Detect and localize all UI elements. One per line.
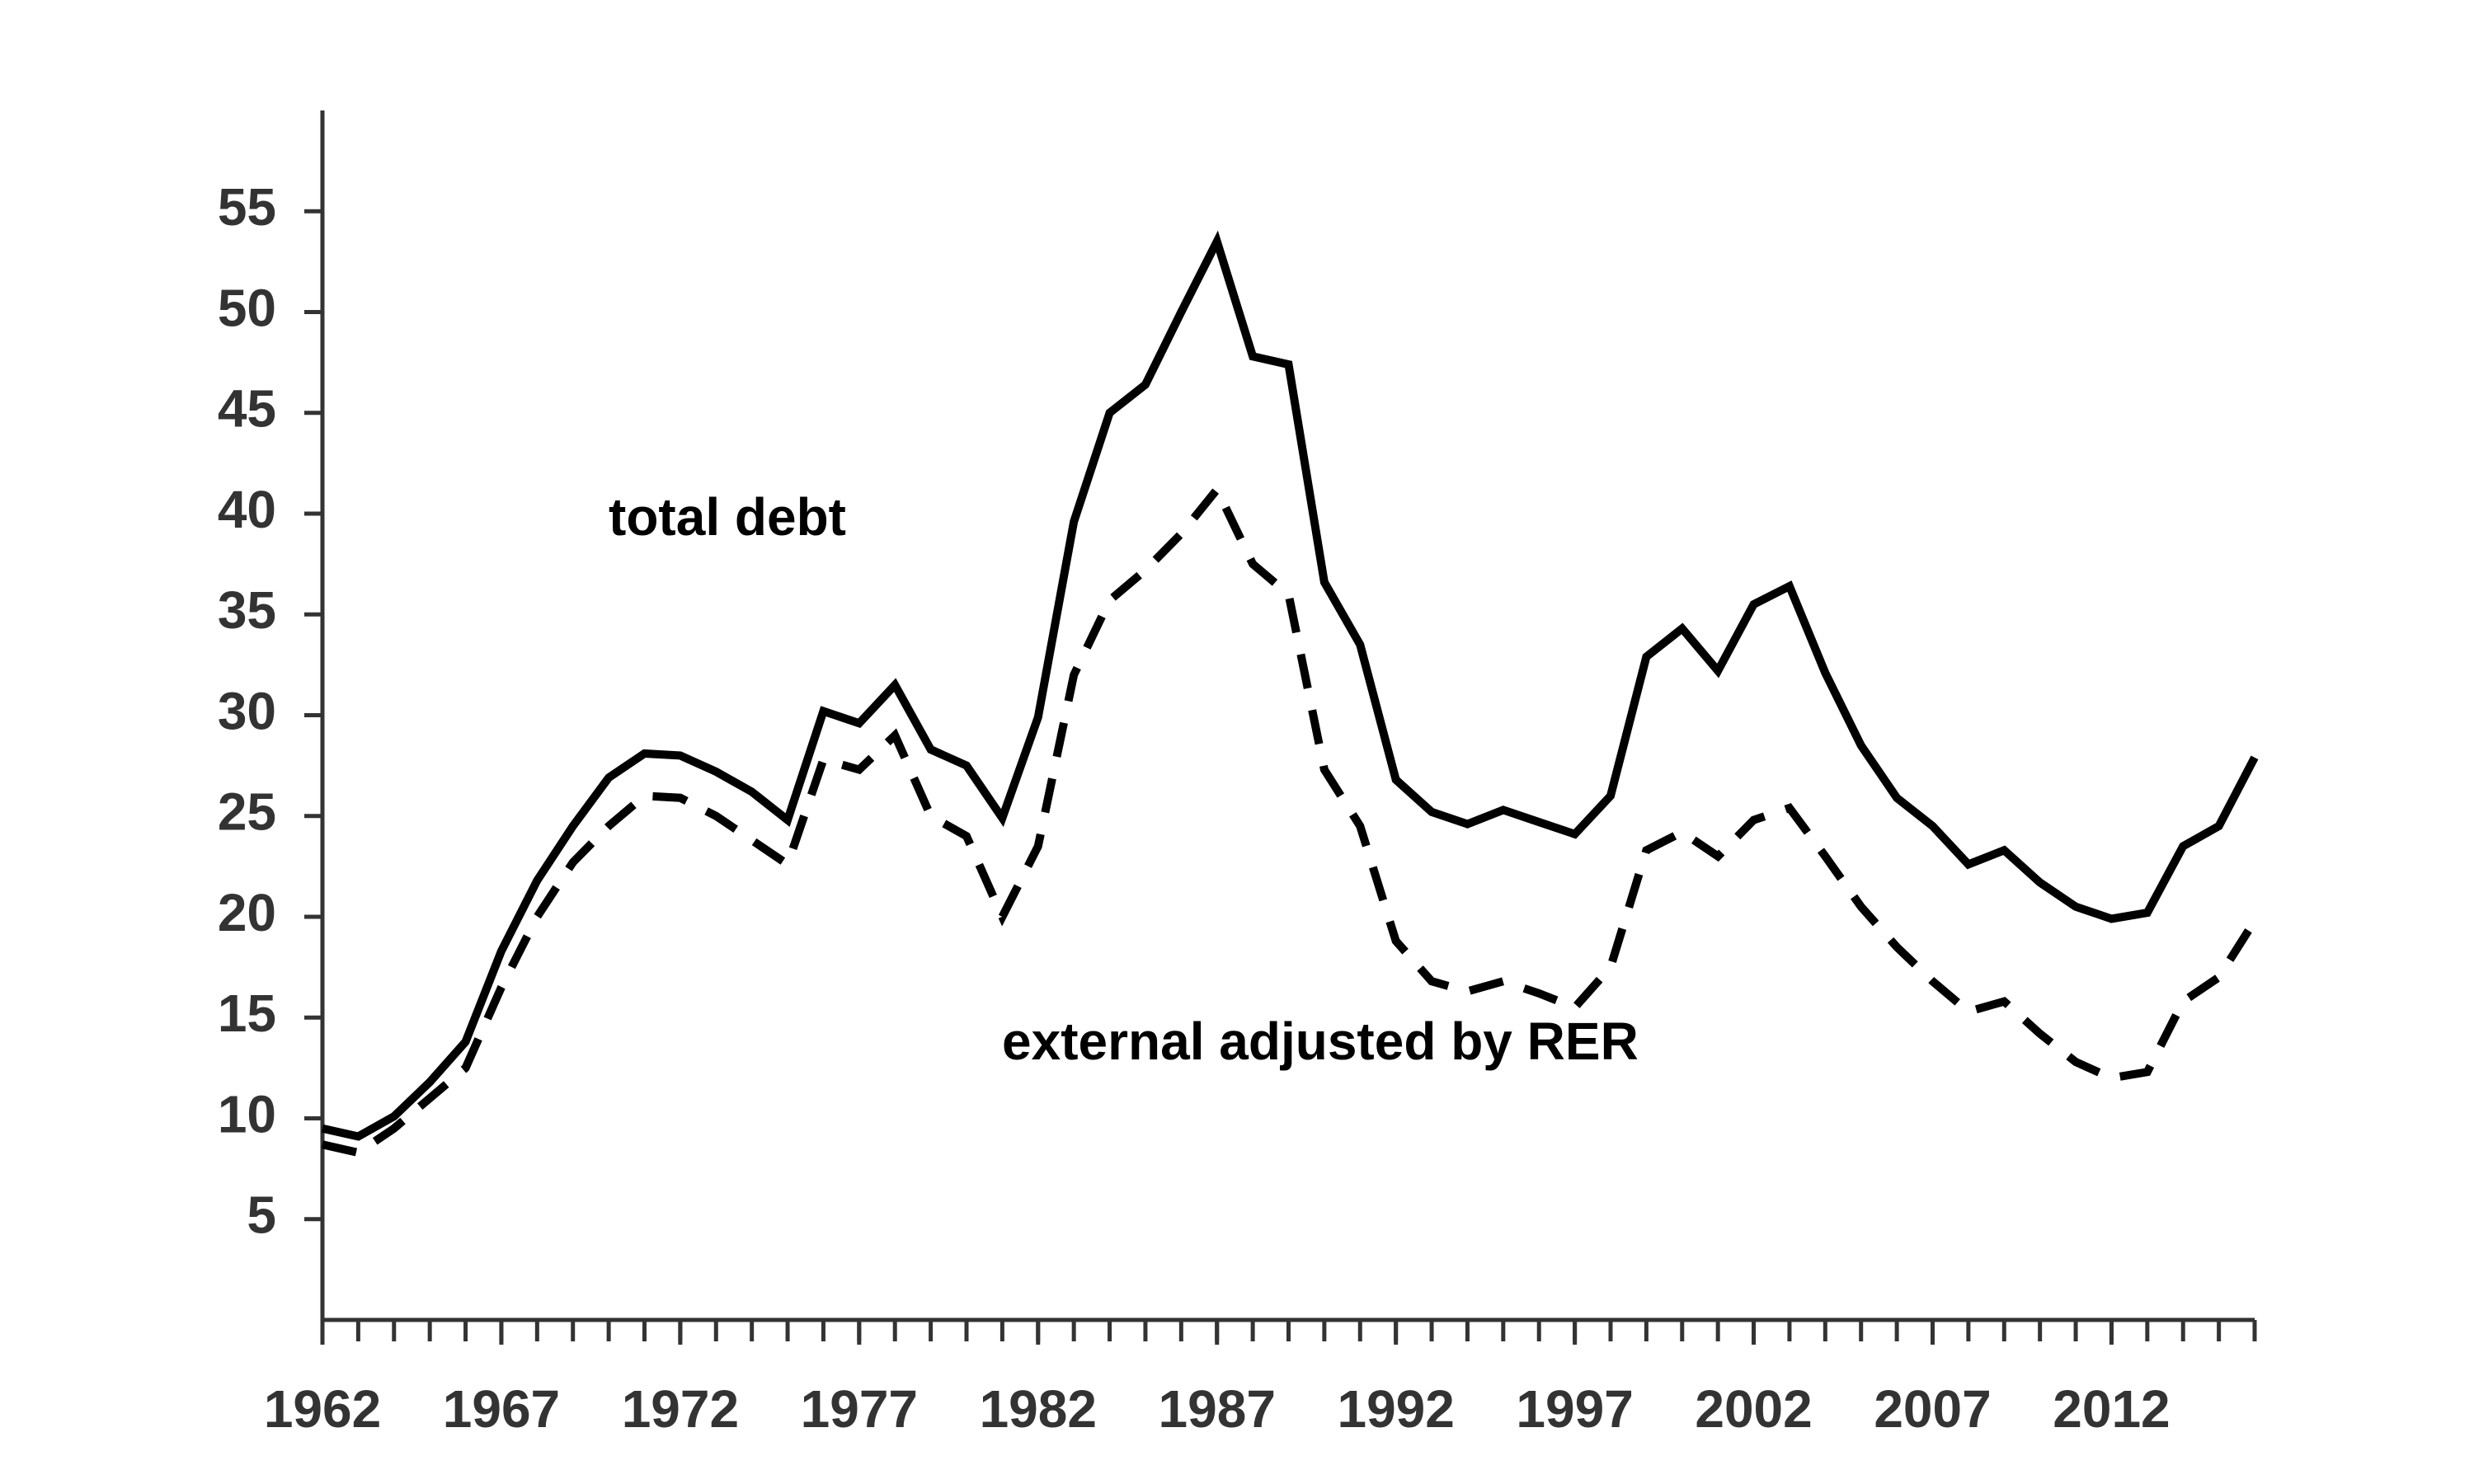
x-tick-label: 1987 [1159, 1379, 1276, 1439]
x-tick-label: 1997 [1516, 1379, 1633, 1439]
x-tick-label: 2007 [1874, 1379, 1991, 1439]
x-tick-label: 1972 [622, 1379, 739, 1439]
y-tick-label: 50 [218, 278, 276, 337]
x-tick-label: 2012 [2053, 1379, 2170, 1439]
series-line [321, 481, 2259, 1158]
x-tick-label: 1962 [264, 1379, 381, 1439]
y-tick-label: 5 [247, 1186, 276, 1245]
y-tick-label: 40 [218, 480, 276, 539]
x-tick-label: 1982 [980, 1379, 1097, 1439]
y-tick-label: 15 [218, 984, 276, 1043]
x-tick-label: 1992 [1337, 1379, 1454, 1439]
y-tick-label: 10 [218, 1084, 276, 1144]
x-tick-label: 2002 [1695, 1379, 1812, 1439]
y-tick-label: 55 [218, 177, 276, 237]
series-label: external adjusted by RER [1002, 1012, 1639, 1071]
y-tick-label: 45 [218, 379, 276, 439]
x-tick-label: 1977 [801, 1379, 918, 1439]
series-line [321, 230, 2259, 1141]
y-tick-label: 30 [218, 681, 276, 740]
series-label: total debt [609, 487, 846, 547]
y-tick-label: 25 [218, 782, 276, 842]
x-tick-label: 1967 [443, 1379, 560, 1439]
y-tick-label: 20 [218, 883, 276, 942]
y-tick-label: 35 [218, 580, 276, 640]
